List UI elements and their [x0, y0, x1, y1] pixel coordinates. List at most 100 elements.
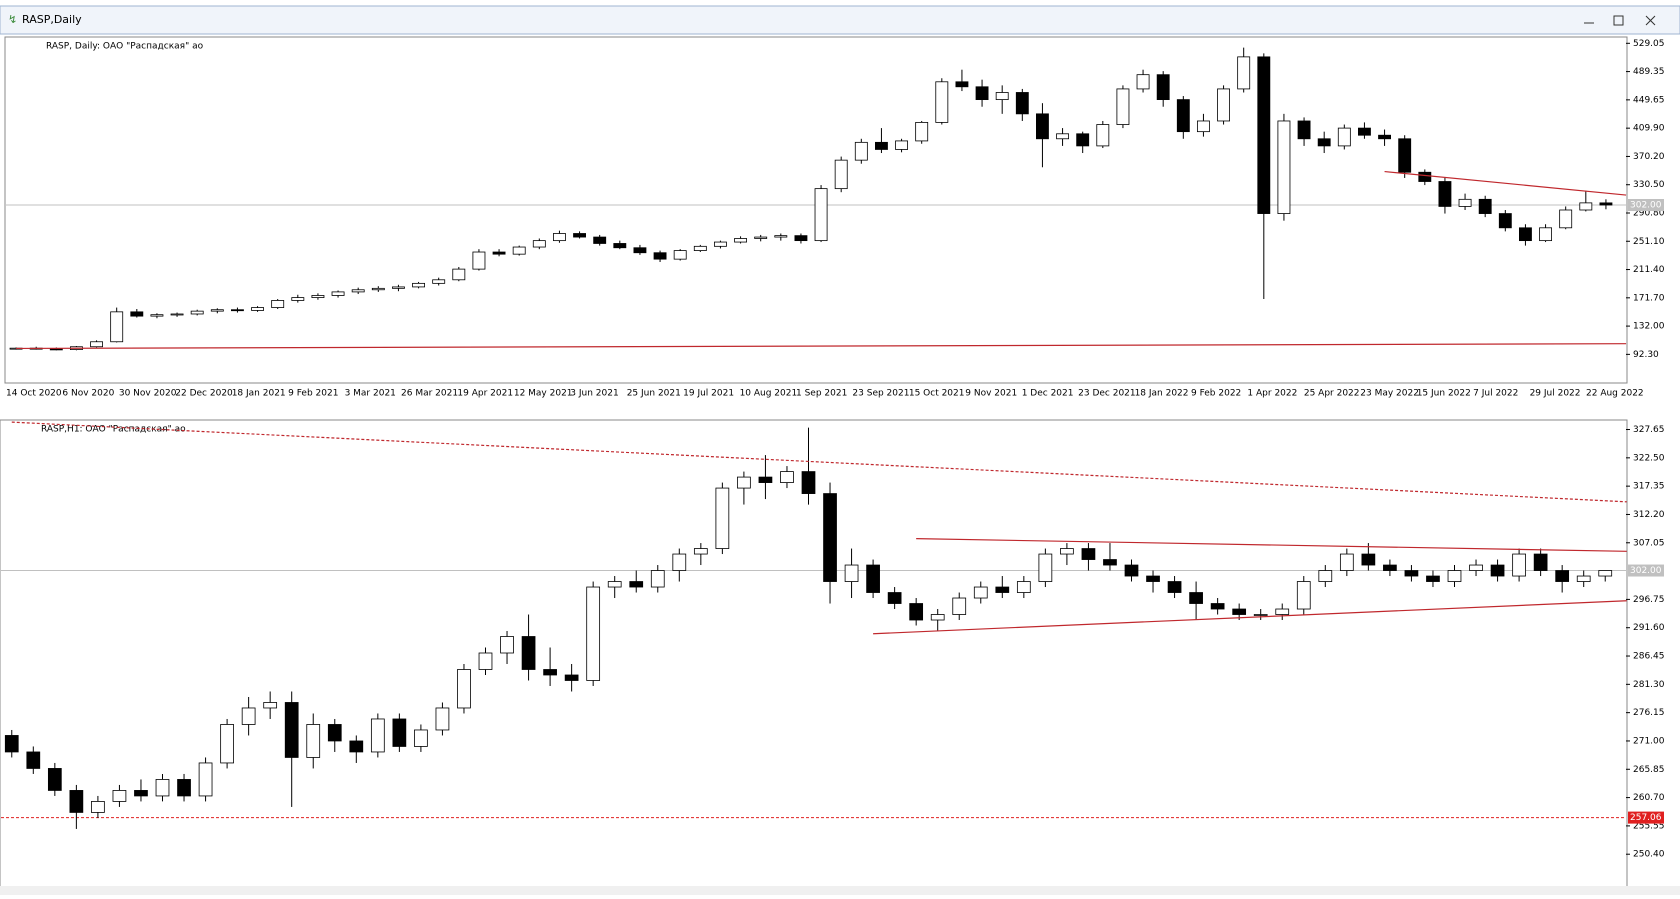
candle-body — [1136, 74, 1150, 90]
candle-body — [1275, 608, 1290, 615]
x-tick-label: 10 Aug 2021 — [740, 389, 798, 399]
price-level-label-bg — [1628, 811, 1664, 824]
candle-body — [311, 295, 325, 299]
candle-body — [47, 768, 62, 791]
window-controls[interactable] — [1584, 15, 1656, 26]
x-tick-label: 15 Jun 2022 — [1417, 389, 1471, 399]
candle-body — [452, 268, 466, 281]
candle-body — [271, 300, 285, 308]
candle-body — [1576, 575, 1591, 582]
y-tick-label: 92.30 — [1633, 350, 1659, 360]
candle-body — [263, 702, 278, 709]
candle-body — [1167, 581, 1182, 593]
candle-body — [1458, 198, 1472, 207]
candle-body — [1559, 209, 1573, 229]
price-level-label: 257.06 — [1630, 813, 1662, 823]
trend-line — [873, 600, 1627, 635]
candle-body — [26, 751, 41, 769]
candle-body — [532, 240, 546, 248]
app-icon: ↯ — [8, 13, 17, 26]
candle-body — [780, 471, 794, 483]
candle-body — [155, 779, 170, 797]
candle-body — [371, 287, 385, 291]
candle-body — [564, 674, 579, 681]
candle-body — [90, 341, 104, 348]
candle-body — [1210, 603, 1225, 610]
candle-body — [633, 247, 647, 254]
candle-body — [1490, 564, 1505, 577]
candle-body — [457, 669, 471, 709]
chart-title: RASP, Daily: ОАО "Распадская" ао — [46, 42, 204, 52]
candle-body — [134, 790, 148, 797]
x-tick-label: 19 Apr 2021 — [457, 389, 513, 399]
chart-title: RASP,H1: ОАО "Распадская" ао — [41, 425, 186, 435]
y-tick-label: 489.35 — [1633, 67, 1665, 77]
x-tick-label: 23 May 2022 — [1360, 389, 1419, 399]
title-bar — [0, 5, 1680, 35]
candle-body — [754, 236, 768, 239]
x-tick-label: 7 Jul 2022 — [1473, 389, 1518, 399]
candle-body — [1124, 564, 1139, 577]
trend-line — [16, 343, 1627, 350]
candle-body — [432, 279, 446, 284]
x-tick-label: 3 Jun 2021 — [570, 389, 618, 399]
trend-line — [11, 421, 1627, 503]
candle-body — [198, 762, 213, 797]
candle-body — [1539, 227, 1553, 242]
y-tick-label: 171.70 — [1633, 293, 1665, 303]
candle-body — [794, 235, 808, 242]
candle-body — [4, 735, 19, 753]
candle-body — [1257, 56, 1271, 214]
candle-body — [1056, 133, 1070, 140]
candle-body — [492, 251, 506, 255]
candle-body — [1096, 124, 1110, 147]
candle-body — [930, 614, 945, 621]
candle-body — [834, 159, 848, 190]
candle-body — [866, 564, 880, 593]
x-tick-label: 3 Mar 2021 — [345, 389, 396, 399]
x-tick-label: 15 Oct 2021 — [909, 389, 965, 399]
candle-body — [472, 251, 486, 270]
x-tick-label: 26 Mar 2021 — [401, 389, 458, 399]
maximize-button[interactable] — [1613, 15, 1624, 26]
candle-body — [521, 636, 536, 670]
candle-body — [1297, 120, 1311, 140]
candle-body — [1498, 213, 1512, 229]
candle-body — [1438, 181, 1452, 207]
y-tick-label: 529.05 — [1633, 39, 1665, 49]
candle-body — [1253, 614, 1268, 616]
candle-body — [349, 740, 364, 753]
x-tick-label: 29 Jul 2022 — [1530, 389, 1581, 399]
candle-body — [110, 311, 124, 343]
candle-body — [935, 81, 949, 123]
candle-body — [995, 586, 1010, 593]
candle-body — [693, 548, 708, 555]
candle-body — [607, 581, 622, 588]
y-tick-label: 290.80 — [1633, 208, 1665, 218]
candle-body — [1599, 202, 1613, 206]
candle-body — [734, 238, 748, 243]
candle-body — [613, 243, 627, 249]
candle-body — [1197, 120, 1210, 133]
candle-body — [915, 121, 929, 142]
y-tick-label: 330.50 — [1633, 180, 1665, 190]
x-tick-label: 23 Sep 2021 — [852, 389, 909, 399]
candle-body — [895, 140, 909, 150]
candle-body — [1232, 608, 1247, 615]
candle-body — [306, 724, 321, 758]
y-tick-label: 307.05 — [1633, 538, 1665, 548]
candle-body — [370, 718, 385, 753]
candle-body — [500, 636, 514, 654]
x-tick-label: 14 Oct 2020 — [6, 389, 62, 399]
tab-bar — [0, 886, 1680, 895]
x-tick-label: 1 Sep 2021 — [796, 389, 847, 399]
candle-body — [653, 252, 667, 260]
candle-body — [391, 286, 405, 289]
candle-body — [130, 311, 144, 317]
candle-body — [844, 564, 859, 582]
close-button[interactable] — [1645, 15, 1656, 26]
y-tick-label: 327.65 — [1633, 425, 1665, 435]
y-tick-label: 281.30 — [1633, 680, 1665, 690]
